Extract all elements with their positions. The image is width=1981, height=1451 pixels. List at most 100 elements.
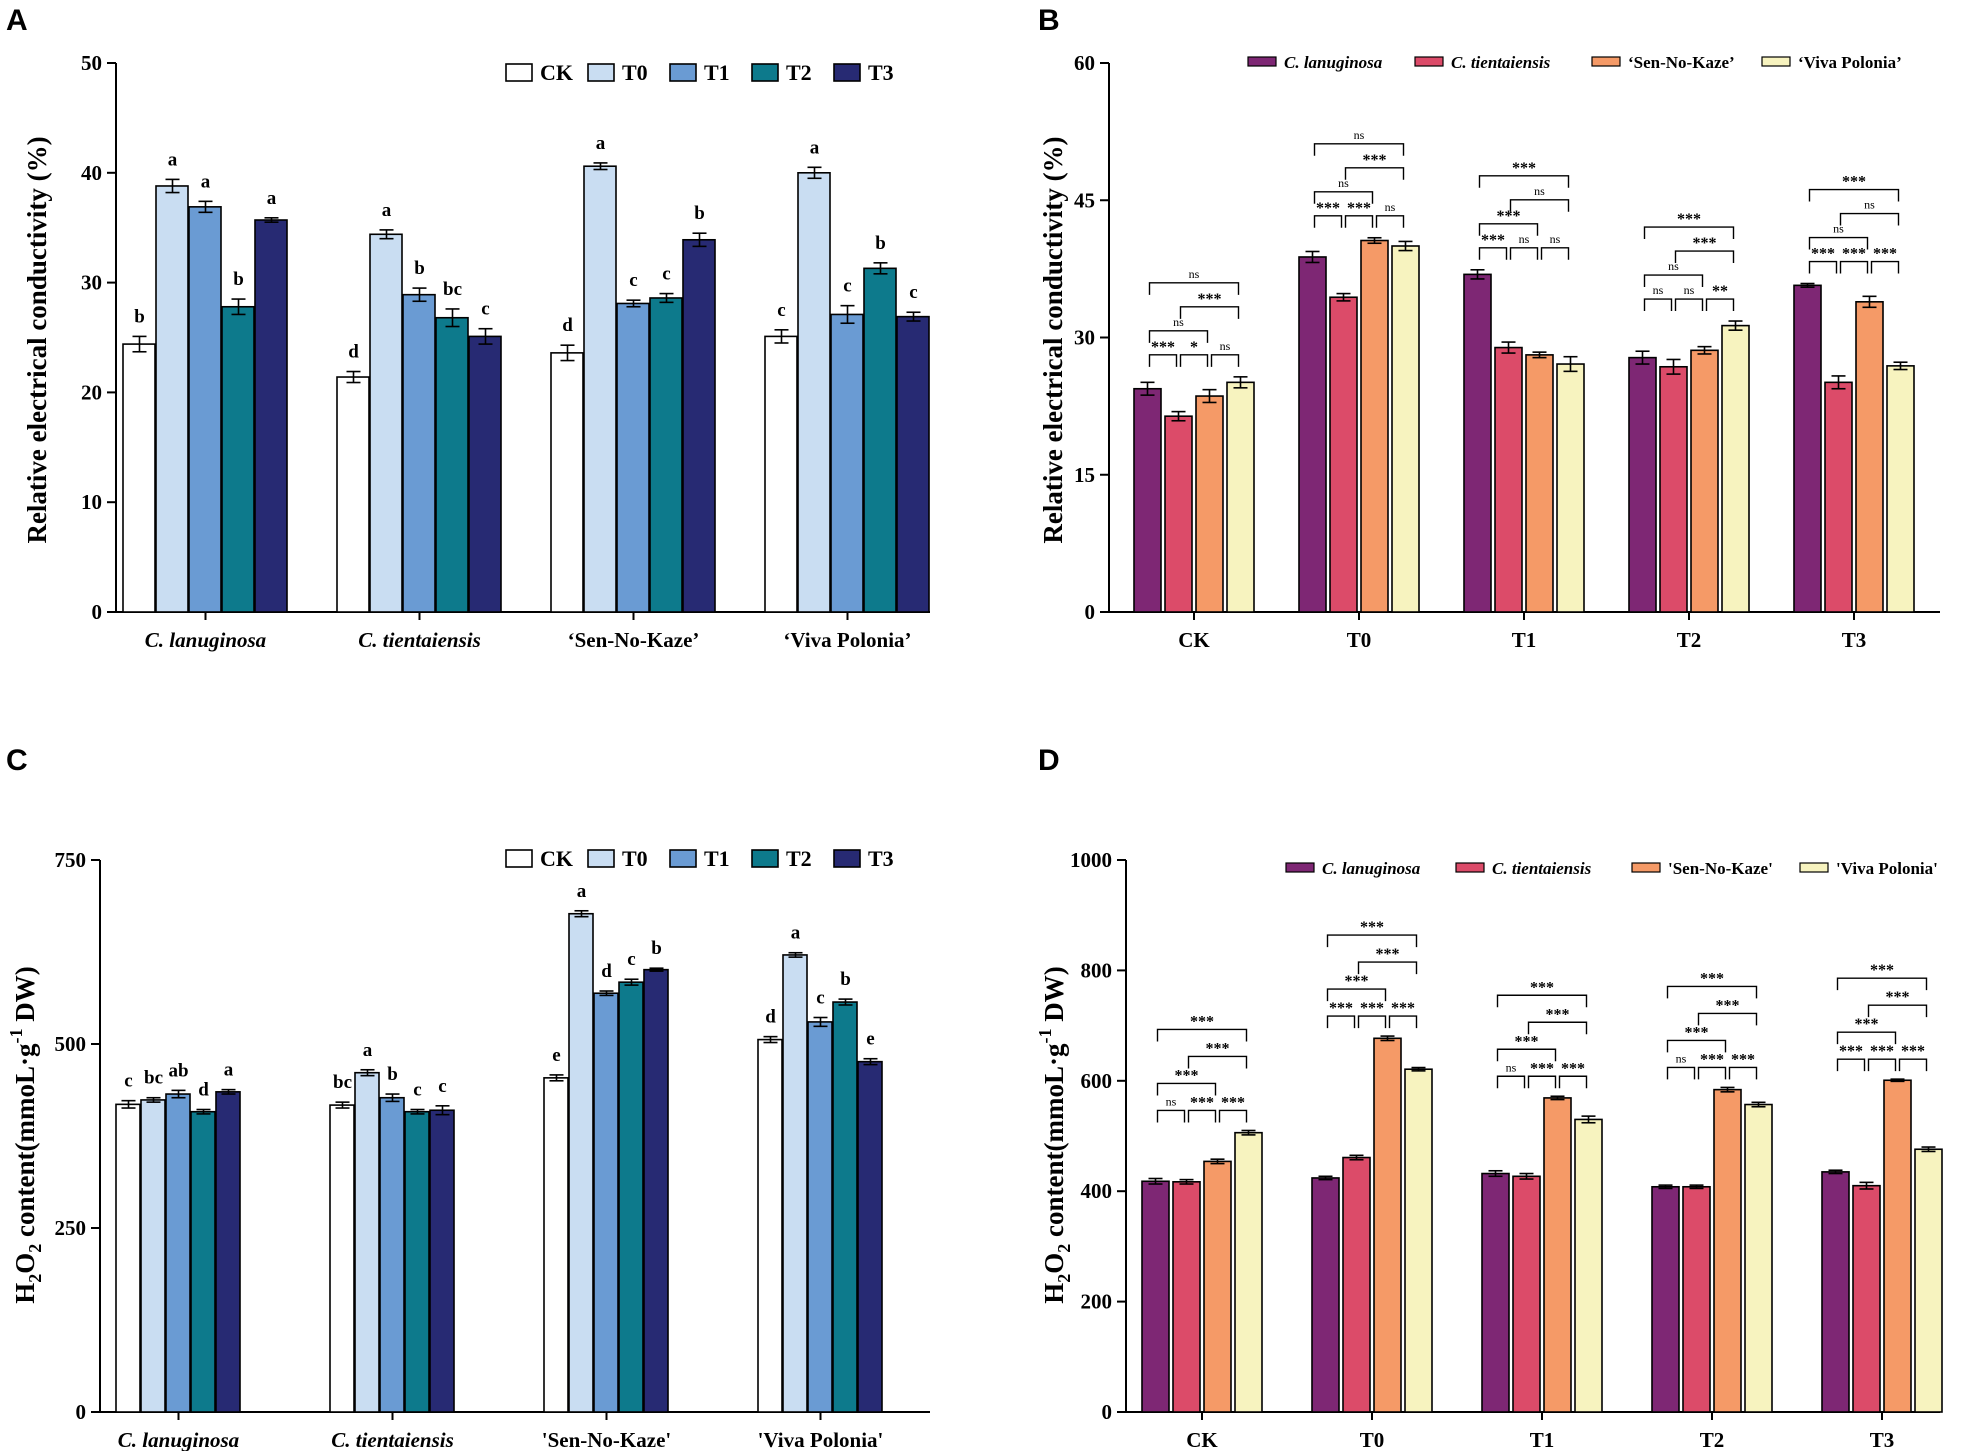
significance-label: ns — [1338, 176, 1349, 190]
bar — [1852, 1184, 1881, 1413]
y-tick-label: 750 — [55, 848, 87, 872]
panel-letter: C — [6, 744, 28, 777]
significance-label: *** — [1842, 246, 1866, 263]
significance-label: ns — [1534, 184, 1545, 198]
bar — [1721, 324, 1750, 613]
y-axis-title: H2O2 content(mmoL·g-1 DW) — [6, 966, 45, 1304]
significance-label: ns — [1519, 232, 1530, 246]
significance-label: ns — [1833, 222, 1844, 236]
significance-bracket — [1313, 143, 1405, 156]
legend-swatch — [669, 849, 697, 868]
legend-swatch — [505, 63, 533, 82]
significance-bracket — [1808, 188, 1900, 202]
y-tick-label: 500 — [55, 1032, 87, 1056]
significance-label: ns — [1684, 283, 1695, 297]
significance-bracket — [1375, 215, 1405, 228]
x-category-label: T3 — [1842, 628, 1867, 652]
significance-label: *** — [1901, 1043, 1925, 1060]
significance-bracket — [1839, 212, 1900, 226]
panel-letter: D — [1038, 744, 1060, 777]
significance-label: *** — [1811, 246, 1835, 263]
significance-bracket — [1313, 215, 1343, 228]
bar — [1141, 1180, 1170, 1413]
legend-swatch — [833, 63, 861, 82]
significance-bracket — [1527, 1021, 1588, 1035]
significance-label: ** — [1712, 283, 1728, 300]
significance-bracket — [1643, 226, 1735, 240]
legend-label: 'Sen-No-Kaze' — [1668, 859, 1773, 878]
bar — [643, 968, 669, 1413]
bar — [1543, 1097, 1572, 1413]
significance-bracket — [1674, 250, 1735, 264]
significance-letter: c — [816, 988, 824, 1009]
significance-bracket — [1540, 247, 1570, 260]
significance-letter: b — [651, 938, 662, 959]
bar — [188, 206, 222, 613]
x-category-label: T2 — [1700, 1428, 1725, 1451]
significance-bracket — [1148, 282, 1240, 295]
bar — [1133, 387, 1162, 613]
significance-bracket — [1836, 1031, 1897, 1045]
bar — [215, 1091, 241, 1413]
bar — [190, 1110, 216, 1413]
bar — [1329, 296, 1358, 613]
y-axis-title: Relative electrical conductivity (%) — [22, 136, 52, 543]
significance-label: *** — [1870, 962, 1894, 979]
significance-label: *** — [1221, 1094, 1245, 1111]
y-axis-title-part: 2 — [1054, 1244, 1074, 1253]
legend-label: T3 — [868, 846, 894, 871]
bar — [1195, 395, 1224, 613]
bar — [468, 335, 502, 613]
significance-label: *** — [1345, 973, 1369, 990]
bar — [115, 1103, 141, 1413]
significance-letter: c — [124, 1071, 132, 1092]
y-axis-title: H2O2 content(mmoL·g-1 DW) — [1035, 966, 1074, 1304]
x-category-label: T3 — [1870, 1428, 1895, 1451]
bar — [1651, 1185, 1680, 1413]
significance-letter: d — [601, 961, 612, 982]
legend-swatch — [751, 63, 779, 82]
legend-swatch — [1414, 56, 1444, 67]
significance-label: ns — [1166, 1094, 1177, 1108]
bar — [1883, 1079, 1912, 1413]
significance-letter: bc — [443, 279, 462, 300]
y-axis-title-part: content(mmoL·g — [10, 1043, 40, 1244]
y-tick-label: 0 — [1102, 1400, 1113, 1424]
significance-bracket — [1697, 1066, 1727, 1080]
y-axis-title-part: H — [10, 1283, 40, 1304]
significance-letter: b — [233, 269, 244, 290]
significance-label: *** — [1175, 1067, 1199, 1084]
significance-bracket — [1344, 167, 1405, 180]
y-tick-label: 1000 — [1070, 848, 1112, 872]
bar — [1886, 365, 1915, 613]
significance-label: *** — [1190, 1094, 1214, 1111]
y-axis-title-part: -1 — [6, 1028, 26, 1043]
y-axis-title-part: 2 — [25, 1274, 45, 1283]
x-category-label: 'Viva Polonia' — [758, 1428, 884, 1451]
y-tick-label: 20 — [81, 380, 102, 404]
bar — [682, 238, 716, 613]
significance-label: *** — [1329, 1000, 1353, 1017]
y-tick-label: 600 — [1081, 1069, 1113, 1093]
x-category-label: T0 — [1360, 1428, 1385, 1451]
x-category-label: ‘Viva Polonia’ — [783, 628, 911, 652]
legend-label: T2 — [786, 846, 812, 871]
significance-bracket — [1666, 1039, 1727, 1053]
bar — [797, 172, 831, 613]
significance-bracket — [1674, 298, 1704, 312]
significance-bracket — [1148, 330, 1209, 343]
x-category-label: C. lanuginosa — [118, 1428, 239, 1451]
significance-label: ns — [1354, 128, 1365, 142]
bar — [1342, 1156, 1371, 1413]
significance-label: ns — [1220, 339, 1231, 353]
x-category-label: T0 — [1347, 628, 1372, 652]
legend-swatch — [1761, 56, 1791, 67]
x-category-label: C. lanuginosa — [145, 628, 266, 652]
bar — [404, 1110, 430, 1413]
significance-label: ns — [1506, 1060, 1517, 1074]
legend-label: T0 — [622, 846, 648, 871]
legend-swatch — [587, 849, 615, 868]
legend-label: 'Viva Polonia' — [1836, 859, 1938, 878]
bar — [402, 293, 436, 613]
